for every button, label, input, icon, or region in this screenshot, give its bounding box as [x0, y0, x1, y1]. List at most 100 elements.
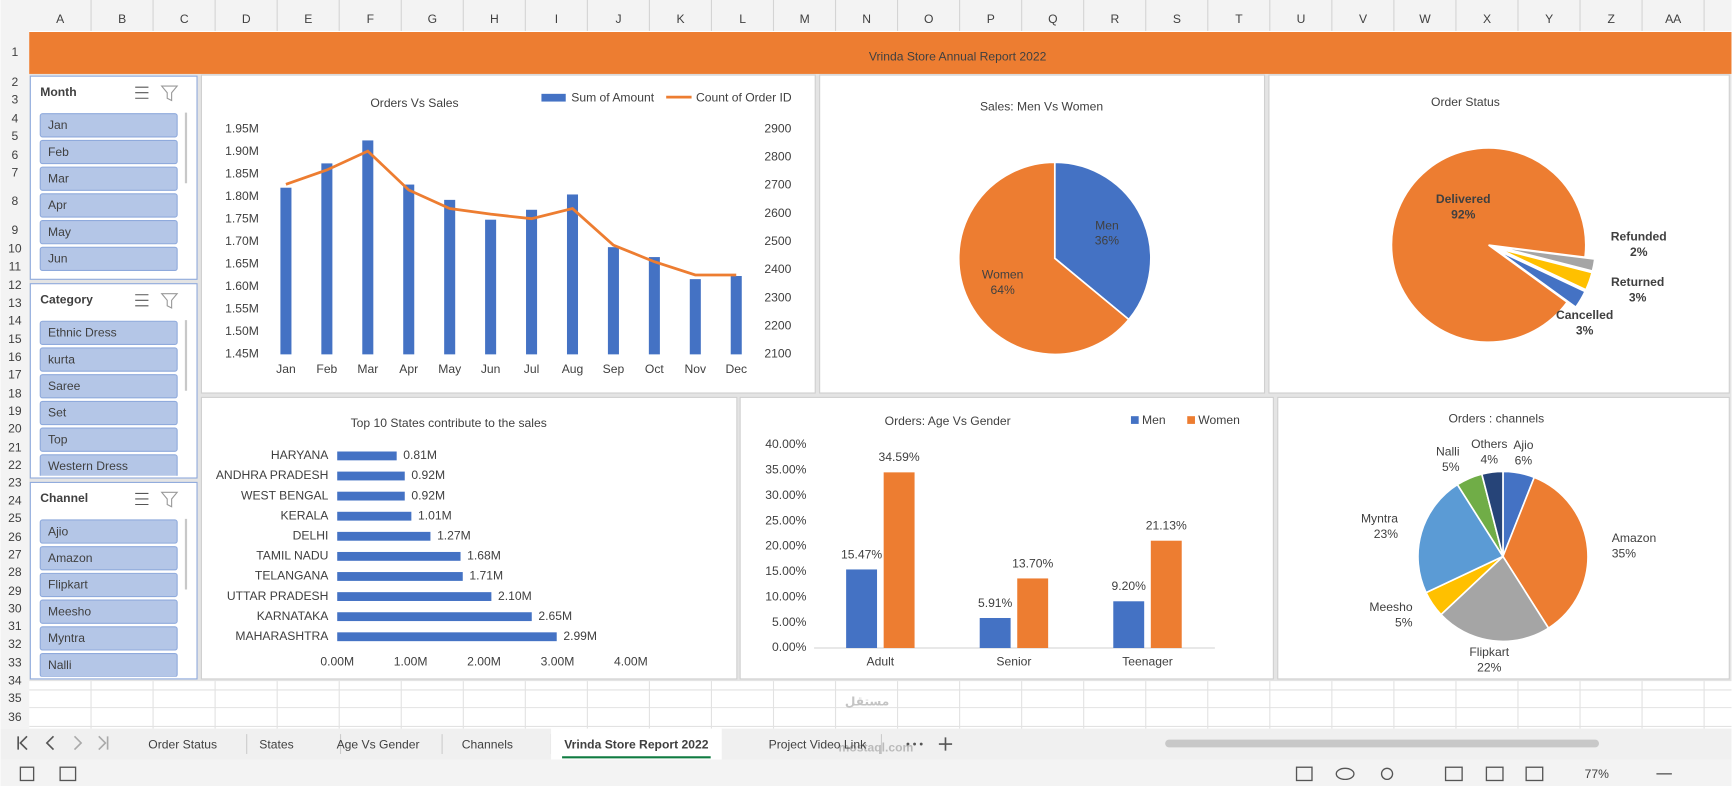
multi-select-icon[interactable]	[135, 86, 149, 99]
slicer-item[interactable]	[39, 599, 178, 624]
dot[interactable]	[913, 742, 917, 746]
legend-label: Sum of Amount	[571, 90, 655, 104]
icon[interactable]	[1295, 766, 1313, 782]
slicer-item-label[interactable]: May	[48, 225, 72, 239]
column-header: H	[490, 12, 499, 26]
slicer-item[interactable]	[39, 246, 178, 272]
column-header: O	[924, 12, 933, 26]
row-header: 11	[9, 259, 22, 273]
data-label-name: Meesho	[1369, 600, 1412, 614]
nav-first[interactable]	[17, 735, 28, 751]
multi-select-icon[interactable]	[135, 492, 149, 506]
add-sheet[interactable]	[938, 737, 953, 751]
row-header: 21	[8, 440, 22, 454]
slicer-item-label[interactable]: Set	[48, 406, 67, 420]
y-tick-label: 20.00%	[765, 539, 806, 553]
x-tick-label: 4.00M	[614, 655, 648, 669]
slicer-item-label[interactable]: Amazon	[48, 551, 92, 565]
sheet-tab[interactable]: Project Video Link	[769, 737, 867, 751]
sheet-tab[interactable]: States	[259, 737, 293, 751]
sheet-tab[interactable]: Channels	[462, 737, 513, 751]
slicer-item[interactable]	[39, 139, 178, 165]
row-header: 19	[8, 404, 22, 418]
slicer-item[interactable]	[39, 347, 178, 372]
slicer-item-label[interactable]: Myntra	[48, 631, 85, 645]
dot[interactable]	[906, 742, 910, 746]
row-header: 6	[11, 148, 18, 162]
active-tab-bg[interactable]	[551, 728, 722, 760]
dot[interactable]	[919, 742, 923, 746]
slicer-item-label[interactable]: Ethnic Dress	[48, 326, 117, 340]
nav-next[interactable]	[73, 735, 83, 751]
y-tick-label: HARYANA	[271, 448, 329, 462]
slicer-title: Channel	[40, 491, 88, 505]
slicer-item-label[interactable]: Jan	[48, 118, 68, 132]
slicer-item[interactable]	[39, 652, 178, 677]
data-label: 22%	[1477, 660, 1501, 674]
slicer-item-label[interactable]: Mar	[48, 171, 69, 185]
slicer-item-label[interactable]: Ajio	[48, 524, 68, 538]
slicer-item[interactable]	[39, 454, 178, 478]
slicer-item-label[interactable]: Apr	[48, 198, 67, 212]
sheet-tab[interactable]: Vrinda Store Report 2022	[564, 737, 708, 751]
slicer-item-label[interactable]: Feb	[48, 145, 69, 159]
icon[interactable]	[19, 766, 35, 782]
h-scrollbar[interactable]	[1165, 739, 1600, 748]
slicer-item[interactable]	[39, 626, 178, 651]
slicer-item-label[interactable]: Jun	[48, 252, 68, 266]
slicer-item[interactable]	[39, 166, 178, 191]
icon[interactable]	[1485, 766, 1504, 782]
data-label-name: Returned	[1611, 275, 1664, 289]
row-header: 27	[8, 547, 22, 561]
slicer-item[interactable]	[39, 400, 178, 426]
y-tick-label: TELANGANA	[255, 569, 329, 583]
slicer-item-label[interactable]: Nalli	[48, 658, 72, 672]
icon[interactable]	[1335, 767, 1355, 781]
slicer-item[interactable]	[39, 546, 178, 571]
data-label: 5%	[1442, 460, 1460, 474]
sheet-tab[interactable]: Age Vs Gender	[337, 737, 420, 751]
clear-filter-icon[interactable]	[160, 85, 179, 102]
slicer-item[interactable]	[39, 193, 178, 218]
row-header: 8	[11, 194, 18, 208]
y2-tick-label: 2200	[764, 318, 791, 332]
slicer-item-label[interactable]: Flipkart	[48, 578, 88, 592]
bar	[883, 472, 915, 649]
more-tabs[interactable]	[906, 742, 923, 746]
data-label-name: Flipkart	[1469, 645, 1509, 659]
nav-prev[interactable]	[45, 735, 55, 751]
clear-filter-icon[interactable]	[160, 293, 179, 309]
nav-last[interactable]	[98, 735, 109, 751]
slicer-item[interactable]	[39, 427, 178, 452]
slicer-item[interactable]	[39, 572, 178, 598]
slicer-item-label[interactable]: Top	[48, 432, 68, 446]
column-header: V	[1359, 12, 1368, 26]
slicer-item-label[interactable]: Saree	[48, 379, 81, 393]
bar	[337, 471, 405, 481]
slicer-item[interactable]	[39, 113, 178, 138]
column-header: AA	[1665, 12, 1682, 26]
row-header: 16	[8, 350, 22, 364]
slicer-item-label[interactable]: Meesho	[48, 604, 91, 618]
slicer-item[interactable]	[39, 519, 178, 544]
y-tick-label: 5.00%	[772, 615, 807, 629]
slicer-item-label[interactable]: kurta	[48, 352, 75, 366]
icon[interactable]	[1444, 766, 1463, 782]
sheet-tab[interactable]: Order Status	[148, 737, 217, 751]
tab-nav[interactable]	[17, 735, 953, 751]
slicer-item[interactable]	[39, 220, 178, 245]
multi-select-icon[interactable]	[135, 294, 149, 307]
line	[285, 149, 737, 277]
bar	[403, 184, 415, 355]
icon[interactable]	[1525, 766, 1544, 782]
icon[interactable]	[59, 766, 77, 782]
slicer-item-label[interactable]: Western Dress	[48, 459, 128, 473]
slicer-item[interactable]	[39, 374, 178, 399]
chart-title: Orders : channels	[1448, 412, 1544, 426]
clear-filter-icon[interactable]	[160, 491, 179, 508]
data-label: 1.27M	[437, 528, 471, 542]
column-header: C	[180, 12, 189, 26]
slicer-item[interactable]	[39, 320, 178, 345]
watermark: مستقل	[845, 695, 889, 709]
icon[interactable]	[1380, 767, 1394, 781]
